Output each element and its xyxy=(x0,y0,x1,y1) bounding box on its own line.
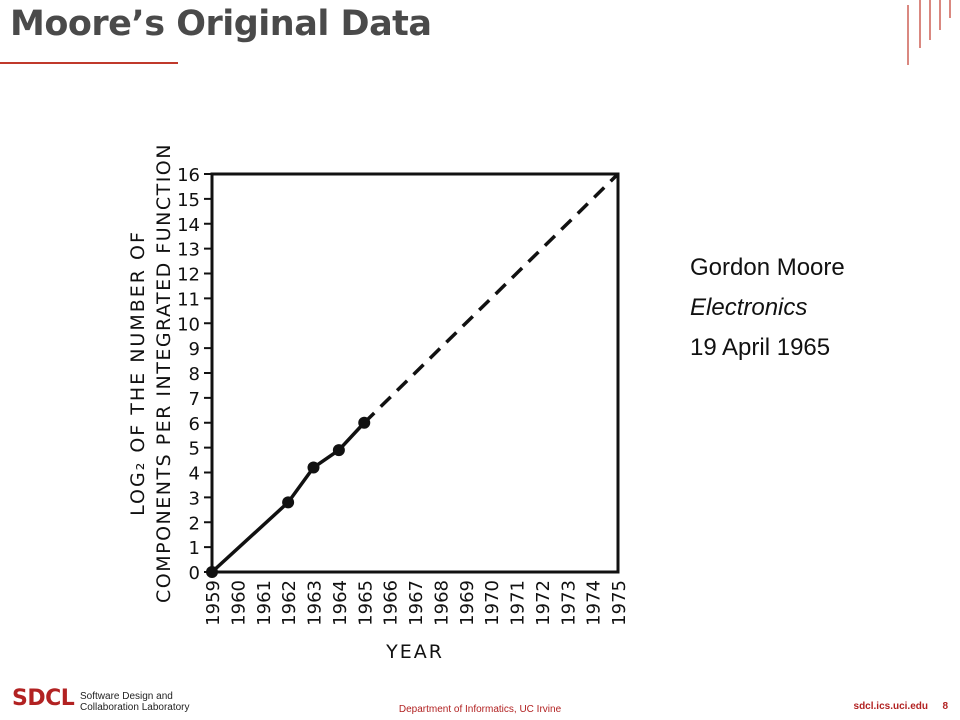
x-tick-label: 1966 xyxy=(381,580,402,626)
x-tick-label: 1970 xyxy=(482,580,503,626)
x-tick-label: 1960 xyxy=(228,580,249,626)
logo-subtitle-line2: Collaboration Laboratory xyxy=(80,702,190,713)
x-tick-label: 1969 xyxy=(457,580,478,626)
sdcl-logo-subtitle: Software Design and Collaboration Labora… xyxy=(80,691,190,713)
slide-title: Moore’s Original Data xyxy=(10,4,432,44)
y-tick-label: 9 xyxy=(189,339,200,360)
x-tick-label: 1961 xyxy=(254,580,275,626)
x-tick-labels: 1959 1960 1961 1962 1963 1964 1965 1966 1967 1968… xyxy=(203,580,630,626)
y-tick-label: 5 xyxy=(189,439,200,460)
y-tick-label: 14 xyxy=(177,215,200,236)
y-axis-label-line2: COMPONENTS PER INTEGRATED FUNCTION xyxy=(153,143,175,603)
data-points xyxy=(206,416,371,578)
data-point-1964 xyxy=(332,444,345,457)
x-tick-label: 1967 xyxy=(406,580,427,626)
series-lines xyxy=(210,172,620,574)
y-tick-label: 15 xyxy=(177,190,200,211)
data-point-1963 xyxy=(307,461,320,474)
y-axis-label-line1: LOG₂ OF THE NUMBER OF xyxy=(127,230,149,516)
page-number: 8 xyxy=(942,701,948,712)
x-tick-label: 1968 xyxy=(431,580,452,626)
y-tick-label: 0 xyxy=(189,563,200,584)
y-tick-label: 16 xyxy=(177,165,200,186)
y-tick-label: 11 xyxy=(177,289,200,310)
y-tick-label: 1 xyxy=(189,538,200,559)
y-tick-label: 10 xyxy=(177,314,200,335)
moore-chart: LOG₂ OF THE NUMBER OF COMPONENTS PER INT… xyxy=(127,143,630,663)
x-tick-label: 1971 xyxy=(508,580,529,626)
x-tick-label: 1962 xyxy=(279,580,300,626)
y-tick-label: 12 xyxy=(177,265,200,286)
x-axis-label: YEAR xyxy=(385,641,444,663)
citation-author: Gordon Moore xyxy=(690,254,845,281)
x-tick-label: 1975 xyxy=(609,580,630,626)
citation-date: 19 April 1965 xyxy=(690,334,831,361)
footer-url: sdcl.ics.uci.edu xyxy=(853,701,928,712)
data-point-1962 xyxy=(282,496,295,509)
y-tick-label: 13 xyxy=(177,240,200,261)
title-underline xyxy=(0,62,178,64)
y-tick-label: 4 xyxy=(189,464,200,485)
y-tick-label: 3 xyxy=(189,488,200,509)
x-tick-label: 1974 xyxy=(584,580,605,626)
footer-department: Department of Informatics, UC Irvine xyxy=(398,704,562,715)
y-tick-label: 7 xyxy=(189,389,200,410)
y-tick-label: 8 xyxy=(189,364,200,385)
x-tick-label: 1964 xyxy=(330,580,351,626)
corner-decoration xyxy=(907,0,951,65)
data-point-1965 xyxy=(358,416,371,429)
extrapolation-line xyxy=(363,172,620,424)
citation-block: Gordon Moore Electronics 19 April 1965 xyxy=(690,248,845,368)
x-tick-label: 1972 xyxy=(533,580,554,626)
y-tick-label: 2 xyxy=(189,513,200,534)
sdcl-logo: SDCL xyxy=(12,686,75,711)
logo-subtitle-line1: Software Design and xyxy=(80,691,173,702)
data-point-1959 xyxy=(206,566,218,578)
y-tick-label: 6 xyxy=(189,414,200,435)
x-tick-label: 1963 xyxy=(305,580,326,626)
x-tick-label: 1965 xyxy=(355,580,376,626)
x-tick-label: 1973 xyxy=(558,580,579,626)
citation-publication: Electronics xyxy=(690,294,808,321)
x-tick-label: 1959 xyxy=(203,580,224,626)
